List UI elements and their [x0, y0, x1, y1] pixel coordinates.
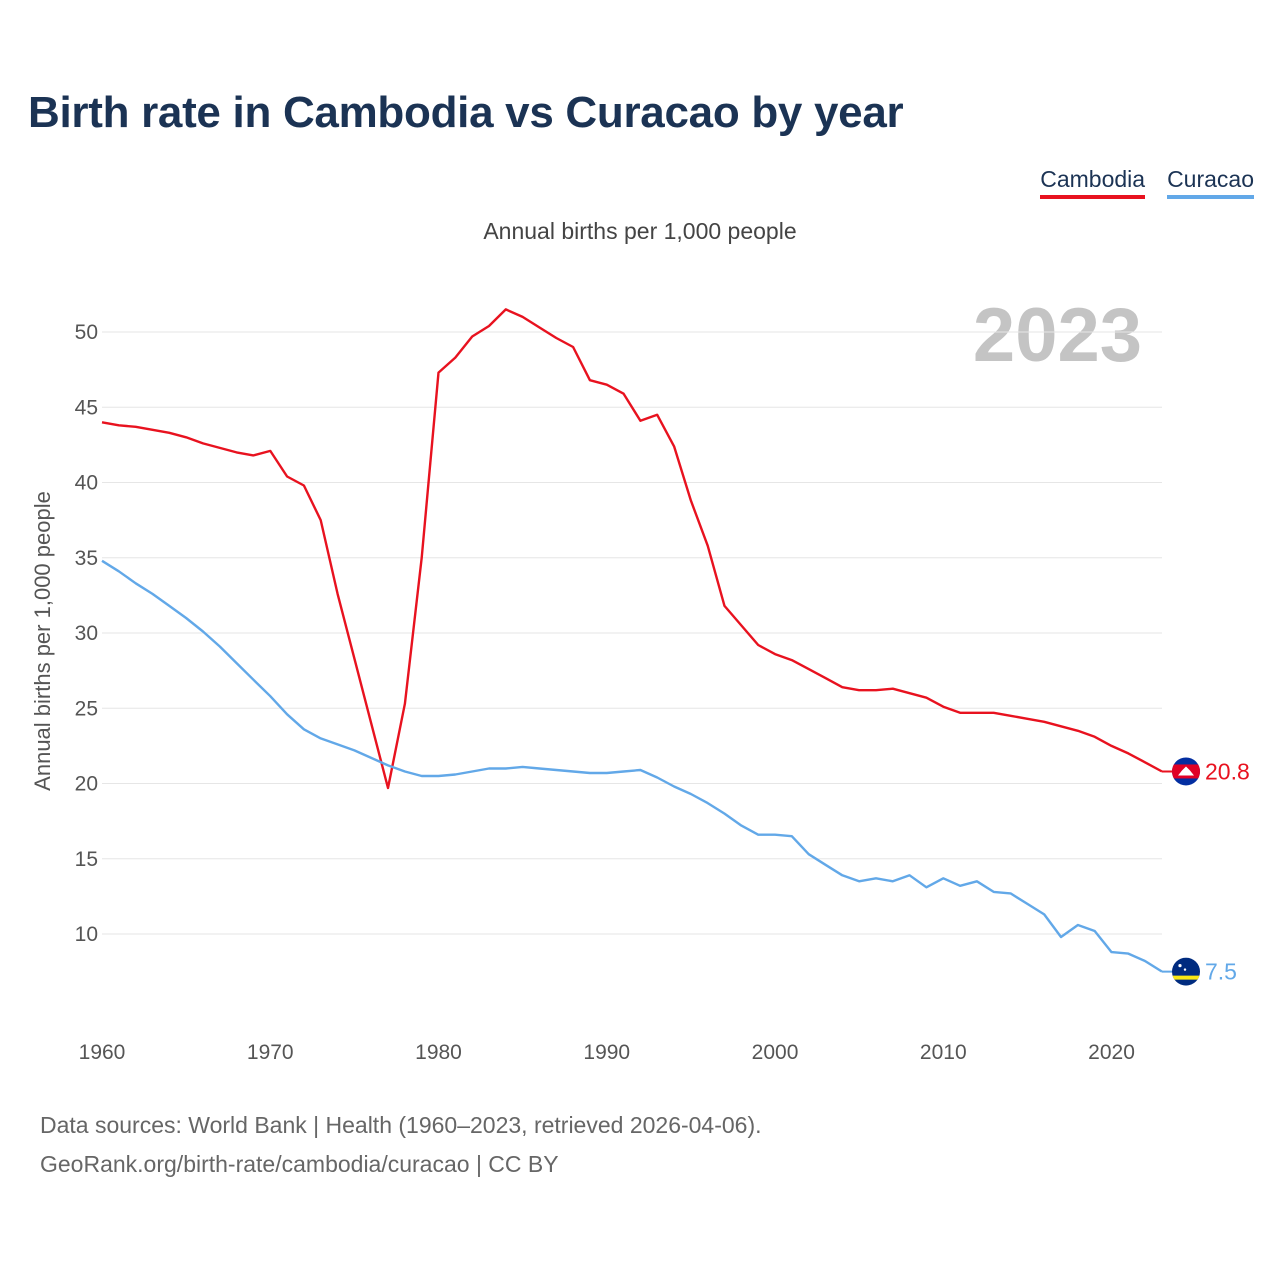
source-note: Data sources: World Bank | Health (1960–…	[40, 1106, 762, 1184]
y-tick-label: 50	[75, 321, 98, 344]
x-tick-label: 1990	[583, 1041, 630, 1064]
x-tick-label: 2000	[752, 1041, 799, 1064]
curacao-flag-icon	[1172, 957, 1200, 986]
y-tick-label: 30	[75, 622, 98, 645]
y-tick-label: 20	[75, 773, 98, 796]
y-tick-label: 40	[75, 472, 98, 495]
year-watermark: 2023	[972, 293, 1142, 378]
chart-subtitle: Annual births per 1,000 people	[483, 218, 797, 244]
legend-item-cambodia[interactable]: Cambodia	[1040, 166, 1146, 199]
y-tick-label: 25	[75, 697, 98, 720]
legend: Cambodia Curacao	[1040, 166, 1254, 199]
x-tick-label: 1970	[247, 1041, 294, 1064]
x-tick-label: 2020	[1088, 1041, 1135, 1064]
y-tick-label: 15	[75, 848, 98, 871]
cambodia-flag-icon	[1172, 757, 1200, 786]
y-tick-label: 10	[75, 923, 98, 946]
chart-title: Birth rate in Cambodia vs Curacao by yea…	[28, 88, 904, 137]
series-line-curacao	[101, 559, 1163, 973]
series-line-cambodia	[101, 308, 1163, 790]
x-tick-label: 1960	[79, 1041, 126, 1064]
end-value-label-cambodia: 20.8	[1205, 758, 1250, 784]
x-tick-label: 1980	[415, 1041, 462, 1064]
x-tick-label: 2010	[920, 1041, 967, 1064]
legend-item-curacao[interactable]: Curacao	[1167, 166, 1254, 199]
y-axis-label: Annual births per 1,000 people	[30, 491, 55, 791]
source-line-link[interactable]: GeoRank.org/birth-rate/cambodia/curacao …	[40, 1151, 559, 1177]
y-tick-label: 45	[75, 396, 98, 419]
source-line-data: Data sources: World Bank | Health (1960–…	[40, 1112, 762, 1138]
y-tick-label: 35	[75, 547, 98, 570]
end-value-label-curacao: 7.5	[1205, 959, 1237, 985]
